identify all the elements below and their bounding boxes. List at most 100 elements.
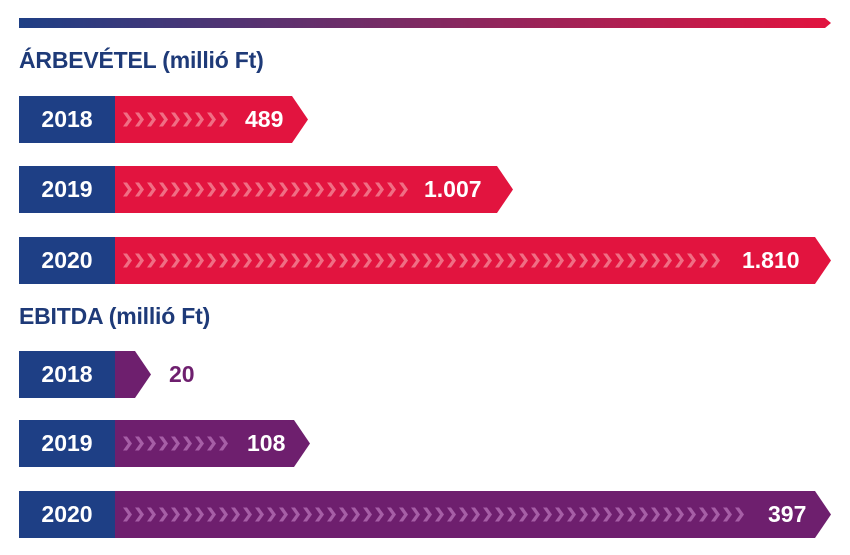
bar-chevron [651,253,660,268]
bar-chevron [123,253,132,268]
revenue-value-label: 1.810 [742,247,800,273]
bar-chevron [147,253,156,268]
bar-chevron [255,507,264,522]
bar-chevron [687,253,696,268]
bar-chevron [627,253,636,268]
bar-chevron [315,253,324,268]
bar-chevron [603,507,612,522]
bar-chevron [675,253,684,268]
bar-chevron [195,253,204,268]
bar-body [115,96,308,143]
bar-chevron [327,253,336,268]
revenue-bar-2019 [115,166,513,213]
revenue-bar-2020 [115,237,831,284]
bar-chevron [255,253,264,268]
bar-chevron [267,507,276,522]
bar-chevron [279,253,288,268]
bar-chevron [495,507,504,522]
bar-chevron [423,253,432,268]
ebitda-value-label: 397 [768,501,807,527]
bar-chevron [279,507,288,522]
bar-chevron [303,507,312,522]
bar-chevron [207,507,216,522]
bar-chevron [447,253,456,268]
bar-chevron [291,253,300,268]
revenue-value-label: 489 [245,106,284,132]
bar-chevron [219,507,228,522]
bar-chevron [435,253,444,268]
bar-chevron [363,182,372,197]
bar-chevron [387,507,396,522]
bar-chevron [255,182,264,197]
bar-chevron [663,253,672,268]
bar-chevron [351,182,360,197]
bar-chevron [591,507,600,522]
bar-chevron [603,253,612,268]
bar-chevron [159,253,168,268]
revenue-year-label: 2019 [19,166,115,213]
bar-chevron [531,507,540,522]
bar-chevron [219,436,228,451]
bar-chevron [339,253,348,268]
bar-chevron [459,253,468,268]
bar-chevron [387,253,396,268]
bar-chevron [147,182,156,197]
bar-chevron [219,112,228,127]
bar-chevron [411,507,420,522]
bar-chevron [123,112,132,127]
bar-chevron [303,253,312,268]
ebitda-bar-2018 [115,351,151,398]
bar-chevron [207,112,216,127]
bar-chevron [171,112,180,127]
bar-body [115,491,831,538]
bar-chevron [315,182,324,197]
bar-chevron [195,436,204,451]
bar-chevron [159,112,168,127]
bar-chevron [159,182,168,197]
bar-chevron [375,182,384,197]
bar-chevron [423,507,432,522]
bar-chevron [555,253,564,268]
bar-chevron [615,253,624,268]
bar-chevron [567,253,576,268]
bar-chevron [663,507,672,522]
bar-chevron [171,182,180,197]
bar-chevron [495,253,504,268]
bar-chevron [447,507,456,522]
ebitda-year-label: 2019 [19,420,115,467]
bar-chevron [591,253,600,268]
bar-chevron [231,507,240,522]
bar-chevron [291,507,300,522]
bar-chevron [723,507,732,522]
bar-chevron [351,253,360,268]
bar-chevron [387,182,396,197]
bar-chevron [171,253,180,268]
bar-chevron [615,507,624,522]
bar-chevron [351,507,360,522]
bar-chevron [735,507,744,522]
bar-chevron [279,182,288,197]
bar-chevron [435,507,444,522]
bar-chevron [183,253,192,268]
bar-chevron [651,507,660,522]
bar-chevron [471,507,480,522]
bar-chevron [699,253,708,268]
bar-chevron [135,112,144,127]
bar-chevron [195,182,204,197]
ebitda-row-2020: 2020 397 [19,491,831,538]
bar-chevron [339,182,348,197]
bar-chevron [207,253,216,268]
bar-chevron [543,507,552,522]
bar-chevron [291,182,300,197]
bar-chevron [147,507,156,522]
bar-chevron [399,182,408,197]
bar-chevron [363,253,372,268]
bar-chevron [135,253,144,268]
bar-chevron [171,436,180,451]
ebitda-section-title: EBITDA (millió Ft) [19,303,211,329]
revenue-year-label: 2020 [19,237,115,284]
bar-chevron [123,436,132,451]
bar-chevron [231,253,240,268]
bar-chevron [483,253,492,268]
bar-chevron [399,253,408,268]
